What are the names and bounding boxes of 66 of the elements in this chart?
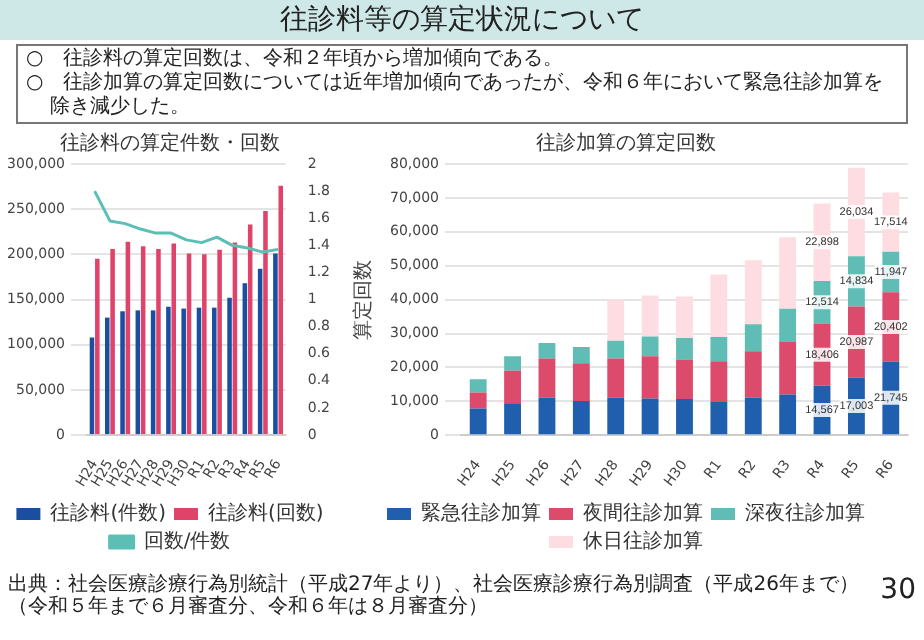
- bar: [607, 299, 625, 341]
- bar: [744, 260, 762, 325]
- bar: [779, 237, 797, 309]
- bar: [710, 401, 728, 435]
- bar: [504, 403, 521, 435]
- legend-label: 緊急往診加算: [421, 501, 541, 526]
- bar: [469, 408, 487, 435]
- bar: [676, 337, 693, 360]
- y-axis-title: 算定回数: [351, 259, 376, 340]
- bar: [572, 400, 590, 435]
- bar: [504, 356, 521, 371]
- bar: [273, 253, 278, 435]
- bar: [156, 248, 161, 435]
- text: ○ 往診料の算定回数は、令和２年頃から増加傾向である。: [26, 48, 566, 71]
- bar: [538, 343, 556, 359]
- bar: [181, 308, 186, 435]
- bar: [779, 308, 797, 342]
- bar: [779, 394, 797, 435]
- bar: [95, 258, 100, 435]
- legend-label: 夜間往診加算: [583, 501, 703, 526]
- bar: [744, 324, 762, 352]
- bar: [572, 363, 590, 401]
- bar: [202, 254, 207, 435]
- bar: [110, 248, 115, 435]
- bar: [538, 397, 556, 435]
- bar: [710, 274, 728, 337]
- bar: [211, 307, 217, 435]
- bar: [469, 379, 487, 393]
- legend-label: 往診料(件数): [50, 501, 167, 526]
- bar: [104, 317, 110, 435]
- bar: [710, 361, 728, 402]
- bar: [676, 398, 693, 435]
- bar: [744, 351, 762, 398]
- source-note: 出典：社会医療診療行為別統計（平成27年より）、社会医療診療行為別調査（平成26年まで）（令和５年まで６月審査分、令和６年は８月審査分）: [8, 574, 861, 618]
- bar: [710, 336, 728, 362]
- bar: [278, 185, 284, 435]
- bar: [263, 210, 268, 435]
- text: ○ 往診加算の算定回数については近年増加傾向であったが、令和６年において緊急往診加算を除き減少した。: [26, 72, 886, 120]
- bar: [227, 297, 232, 435]
- bar: [676, 359, 693, 399]
- bar: [504, 370, 521, 404]
- chart-title: 往診加算の算定回数: [536, 131, 716, 156]
- bar: [538, 358, 556, 398]
- bar: [744, 397, 762, 435]
- bar: [641, 295, 659, 337]
- bar: [779, 341, 797, 395]
- legend-label: 深夜往診加算: [745, 501, 865, 526]
- bar: [572, 347, 590, 364]
- bar: [641, 336, 659, 357]
- bar: [607, 397, 625, 435]
- text: 往診料等の算定状況について: [0, 0, 924, 40]
- text: 30: [880, 574, 916, 606]
- bar: [641, 398, 659, 435]
- legend-label: 休日往診加算: [583, 529, 703, 554]
- bar: [607, 340, 625, 359]
- bar: [120, 311, 125, 435]
- bar: [607, 358, 625, 398]
- chart-title: 往診料の算定件数・回数: [60, 131, 280, 156]
- bar: [676, 296, 693, 338]
- bar: [166, 306, 171, 435]
- legend-label: 往診料(回数): [208, 501, 324, 526]
- bar: [641, 356, 659, 399]
- bar: [171, 243, 177, 435]
- bar: [217, 249, 222, 435]
- legend-label: 回数/件数: [143, 531, 231, 554]
- bar: [469, 392, 487, 409]
